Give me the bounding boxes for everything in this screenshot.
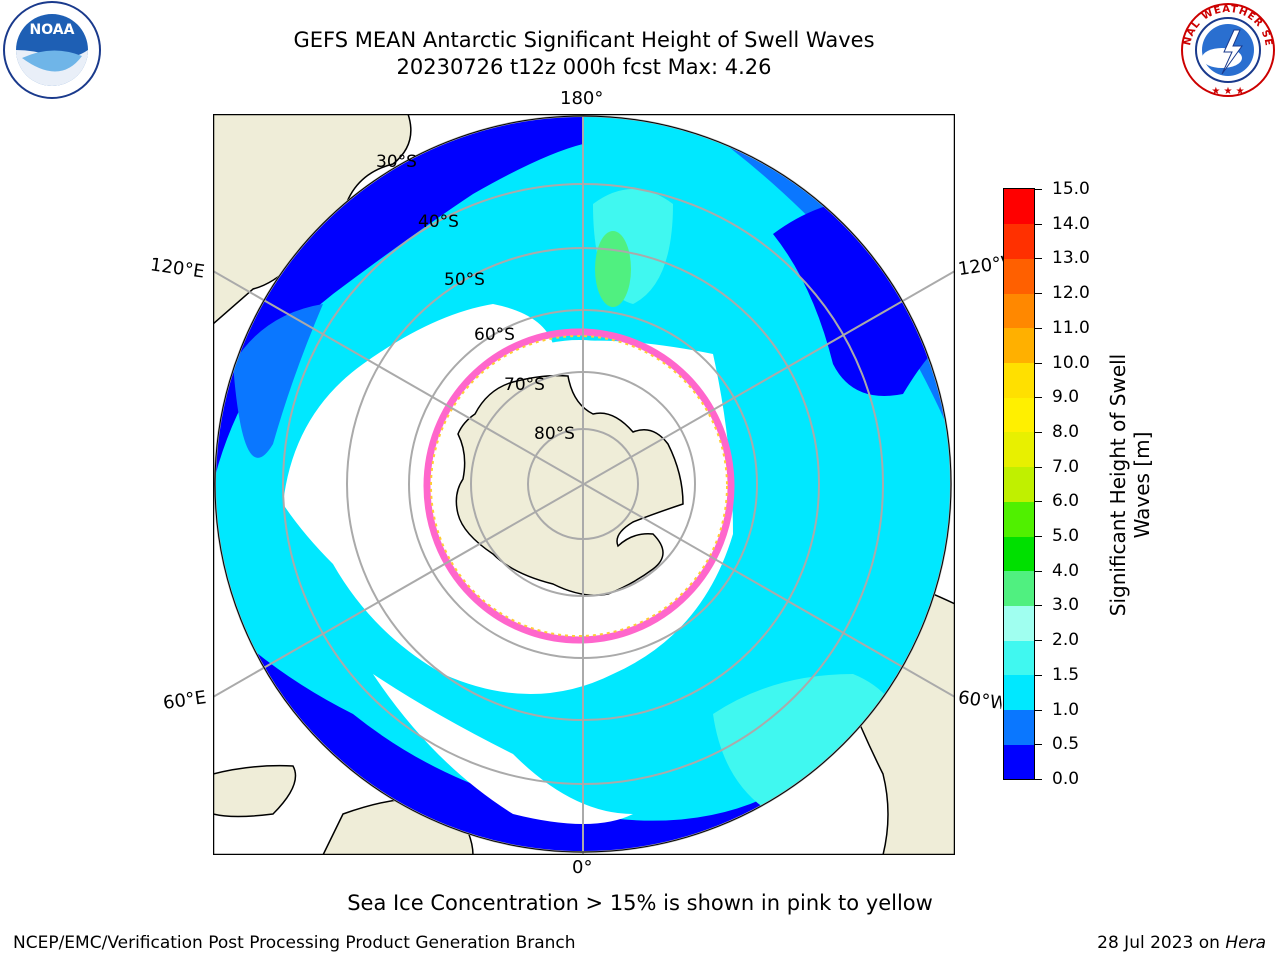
colorbar-tick-label: 10.0: [1052, 352, 1090, 373]
colorbar-tick-label: 7.0: [1052, 456, 1080, 477]
colorbar-segment: [1004, 709, 1034, 745]
colorbar-segment: [1004, 223, 1034, 259]
noaa-logo: NOAA: [3, 1, 101, 99]
colorbar-segment: [1004, 674, 1034, 711]
colorbar-tick: [1035, 674, 1042, 676]
colorbar-tick-label: 6.0: [1052, 491, 1080, 512]
colorbar-tick: [1035, 709, 1042, 711]
colorbar-segment: [1004, 431, 1034, 468]
colorbar-segment: [1004, 744, 1034, 780]
colorbar-tick-label: 8.0: [1052, 421, 1080, 442]
noaa-logo-text: NOAA: [30, 22, 75, 38]
lat-label-50s: 50°S: [444, 270, 485, 290]
ice-edge-ring: [423, 328, 735, 644]
colorbar-segment: [1004, 258, 1034, 294]
colorbar-tick-label: 14.0: [1052, 213, 1090, 234]
lon-label-top: 180°: [560, 88, 604, 109]
lon-label-bottom: 0°: [572, 857, 593, 878]
chart-subtitle: 20230726 t12z 000h fcst Max: 4.26: [396, 55, 772, 79]
colorbar-tick-label: 13.0: [1052, 248, 1090, 269]
colorbar-tick-label: 1.5: [1052, 664, 1080, 685]
colorbar-tick: [1035, 293, 1042, 295]
lon-label-left-upper: 120°E: [148, 254, 206, 283]
colorbar-tick: [1035, 744, 1042, 746]
colorbar-tick-label: 0.5: [1052, 734, 1080, 755]
colorbar-segment: [1004, 362, 1034, 398]
colorbar-tick: [1035, 431, 1042, 433]
sea-ice-note: Sea Ice Concentration > 15% is shown in …: [347, 891, 933, 915]
land-antarctica: [455, 374, 684, 596]
map-frame: [212, 113, 956, 856]
colorbar-segment: [1004, 466, 1034, 502]
colorbar-tick-label: 1.0: [1052, 699, 1080, 720]
lat-label-80s: 80°S: [534, 424, 575, 444]
polar-map: [212, 113, 956, 856]
colorbar-segment: [1004, 570, 1034, 606]
chart-title: GEFS MEAN Antarctic Significant Height o…: [293, 28, 875, 52]
colorbar-tick: [1035, 258, 1042, 260]
colorbar-title: Significant Height of Swell Waves [m]: [1106, 353, 1154, 617]
colorbar-tick-label: 4.0: [1052, 560, 1080, 581]
land-africa-west: [213, 764, 297, 818]
colorbar-tick: [1035, 189, 1042, 190]
footer-date: 28 Jul 2023 on Hera: [1097, 933, 1266, 953]
lat-label-60s: 60°S: [474, 325, 515, 345]
colorbar-segment: [1004, 397, 1034, 433]
nws-logo: NATIONAL WEATHER SERVICE ★ ★ ★: [1176, 0, 1275, 97]
colorbar-segment: [1004, 605, 1034, 641]
colorbar-segment: [1004, 293, 1034, 329]
map-canvas: [212, 113, 956, 856]
colorbar-tick: [1035, 640, 1042, 642]
colorbar-segment: [1004, 501, 1034, 537]
lat-label-40s: 40°S: [418, 212, 459, 232]
colorbar-segment: [1004, 327, 1034, 364]
colorbar-tick-label: 2.0: [1052, 630, 1080, 651]
footer-producer: NCEP/EMC/Verification Post Processing Pr…: [13, 933, 576, 953]
lat-label-70s: 70°S: [504, 375, 545, 395]
colorbar-tick-label: 15.0: [1052, 179, 1090, 199]
colorbar-tick: [1035, 362, 1042, 364]
colorbar-segment: [1004, 536, 1034, 572]
svg-text:★ ★ ★: ★ ★ ★: [1211, 86, 1244, 97]
colorbar-tick: [1035, 223, 1042, 225]
colorbar-tick: [1035, 397, 1042, 399]
lon-label-right-lower: 60°W: [956, 687, 1004, 714]
colorbar-segment: [1004, 640, 1034, 676]
lon-label-left-lower: 60°E: [161, 687, 208, 714]
lon-label-right-upper: 120°W: [956, 252, 1006, 281]
colorbar-tick: [1035, 570, 1042, 572]
lat-label-30s: 30°S: [376, 152, 417, 172]
colorbar-tick: [1035, 501, 1042, 503]
colorbar-tick-label: 12.0: [1052, 283, 1090, 304]
colorbar-tick: [1035, 327, 1042, 329]
colorbar: [1003, 188, 1035, 780]
colorbar-tick: [1035, 605, 1042, 607]
meridian-grid: [213, 114, 955, 855]
colorbar-tick-label: 11.0: [1052, 317, 1090, 338]
colorbar-tick: [1035, 466, 1042, 468]
footer-host: Hera: [1225, 933, 1266, 953]
colorbar-tick-label: 9.0: [1052, 387, 1080, 408]
colorbar-tick: [1035, 779, 1042, 780]
colorbar-segment: [1004, 189, 1034, 225]
colorbar-tick: [1035, 536, 1042, 538]
colorbar-tick-label: 5.0: [1052, 526, 1080, 547]
colorbar-tick-label: 3.0: [1052, 595, 1080, 616]
colorbar-tick-label: 0.0: [1052, 769, 1080, 789]
